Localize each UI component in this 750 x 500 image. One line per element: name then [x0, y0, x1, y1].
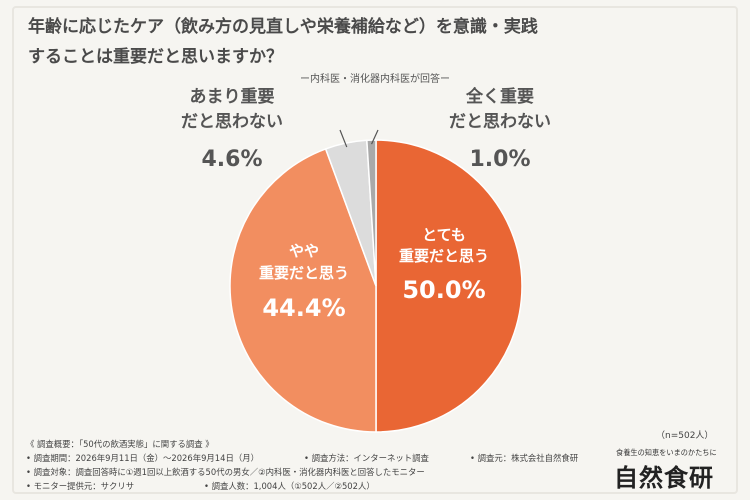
pie-slice-1 — [375, 139, 523, 433]
brand-tagline: 食養生の知恵をいまのかたちに — [616, 448, 717, 457]
leader-line-4 — [370, 129, 379, 145]
slice-name-2-line-2: 重要だと思う — [259, 264, 349, 282]
notes-provider: • モニター提供元：サクリサ — [26, 481, 135, 491]
slice-name-4-line-1: 全く重要 — [465, 86, 534, 107]
slice-name-3-line-2: だと思わない — [181, 112, 283, 132]
slice-name-3-line-1: あまり重要 — [190, 86, 275, 107]
outer-frame — [12, 6, 738, 494]
chart-subtitle: ー内科医・消化器内科医が回答ー — [300, 74, 450, 85]
slice-name-2-line-1: やや — [289, 242, 319, 260]
slice-name-1-line-1: とても — [422, 226, 466, 244]
pie-slice-2 — [229, 147, 377, 433]
slice-value-label-4: 1.0% — [469, 147, 530, 172]
notes-method: • 調査方法：インターネット調査 — [304, 453, 429, 463]
brand-logo: 自然食研 — [614, 463, 714, 492]
notes-header: 《 調査概要：「50代の飲酒実態」に関する調査 》 — [26, 439, 214, 449]
title-line-1: 年齢に応じたケア（飲み方の見直しや栄養補給など）を意識・実践 — [28, 17, 538, 37]
notes-target: • 調査対象：調査回答時に①週1回以上飲酒する50代の男女／②内科医・消化器内科… — [26, 467, 425, 477]
notes-period: • 調査期間：2026年9月11日（金）〜2026年9月14日（月） — [26, 453, 259, 463]
chart-title: 年齢に応じたケア（飲み方の見直しや栄養補給など）を意識・実践 することは重要だと… — [28, 12, 708, 72]
notes-org: • 調査元：株式会社自然食研 — [470, 453, 579, 463]
pie-slice-4 — [366, 139, 377, 287]
slice-value-label-2: 44.4% — [262, 294, 345, 322]
slice-value-label-1: 50.0% — [402, 276, 485, 304]
title-line-2: することは重要だと思いますか？ — [28, 47, 283, 67]
sample-size: （n=502人） — [656, 431, 714, 441]
slice-name-1-line-2: 重要だと思う — [399, 247, 489, 265]
slice-name-4-line-2: だと思わない — [449, 112, 551, 132]
notes-count: • 調査人数：1,004人（①502人／②502人） — [204, 481, 375, 491]
slice-value-label-3: 4.6% — [201, 147, 262, 172]
leader-line-3 — [339, 129, 348, 148]
